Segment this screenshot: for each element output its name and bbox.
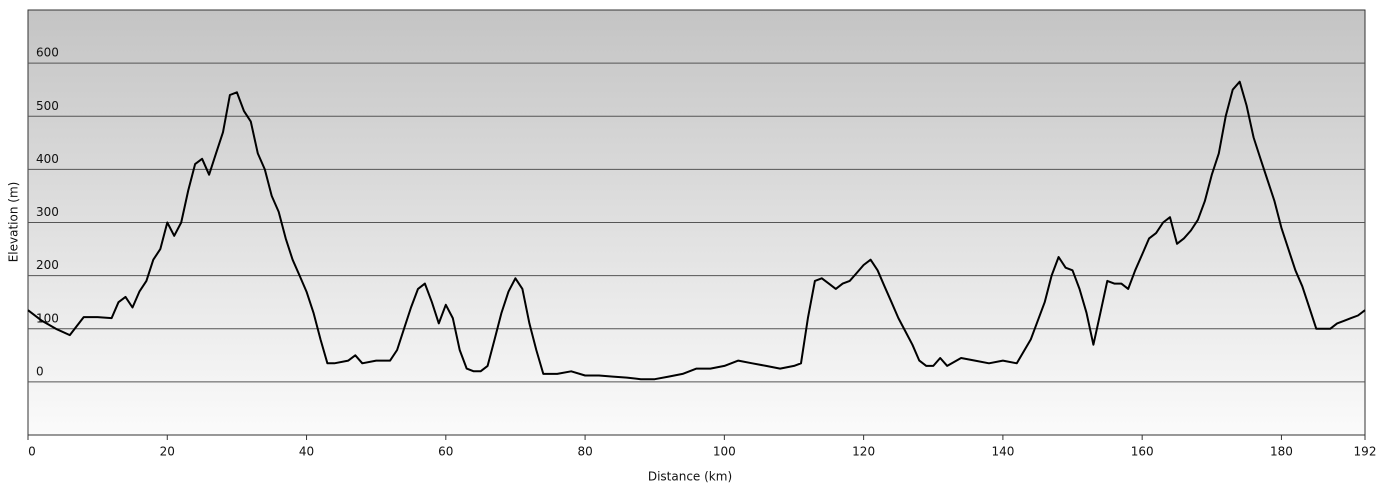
x-tick-label: 40 — [299, 445, 314, 459]
y-tick-label: 600 — [36, 46, 59, 60]
y-axis-title: Elevation (m) — [7, 182, 21, 263]
x-tick-label: 100 — [713, 445, 736, 459]
x-tick-label: 120 — [852, 445, 875, 459]
x-tick-label: 160 — [1131, 445, 1154, 459]
x-tick-label: 20 — [160, 445, 175, 459]
x-tick-label: 192 — [1354, 445, 1377, 459]
y-tick-label: 400 — [36, 152, 59, 166]
y-tick-label: 0 — [36, 364, 44, 378]
y-tick-label: 200 — [36, 258, 59, 272]
x-axis-title: Distance (km) — [648, 470, 732, 484]
y-tick-label: 300 — [36, 205, 59, 219]
elevation-line — [27, 80, 1366, 381]
x-tick-label: 60 — [438, 445, 453, 459]
x-tick-label: 180 — [1270, 445, 1293, 459]
x-tick-label: 140 — [991, 445, 1014, 459]
x-tick-label: 80 — [577, 445, 592, 459]
x-tick-label: 0 — [28, 445, 36, 459]
y-tick-label: 500 — [36, 99, 59, 113]
